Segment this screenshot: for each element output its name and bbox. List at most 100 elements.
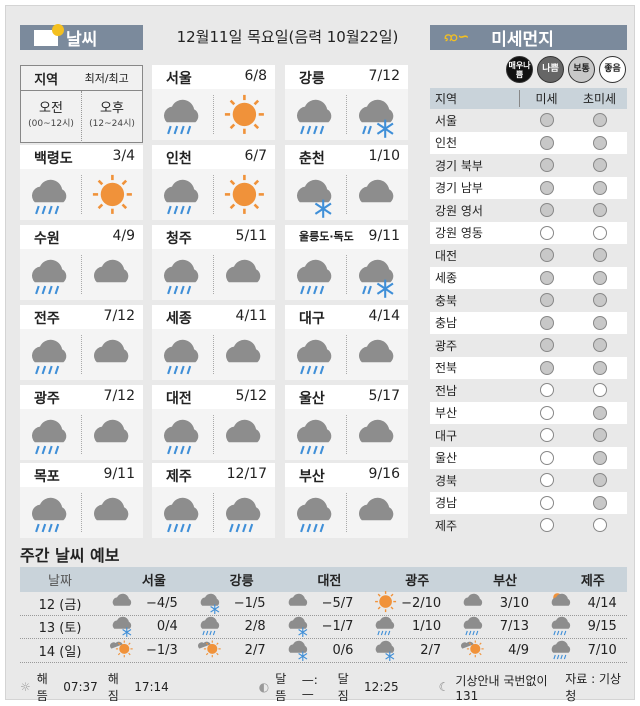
weekly-row: 13 (토) 0/4 2/8 −1/7 1/10 7/13 9/15 [20,616,627,639]
city-card: 대구 4/14 [285,305,408,380]
weekly-table: 날짜 서울 강릉 대전 광주 부산 제주 12 (금) −4/5 −1/5 −5/7 −2/10 3/… [20,567,627,663]
dust-title: 미세먼지 [491,30,554,50]
city-temp: 12/17 [226,466,267,482]
dust-pm25-cell [573,135,626,150]
dust-pm25-cell [573,113,626,128]
weekly-date: 14 (일) [38,644,82,660]
dust-pm25-indicator [592,450,607,465]
dust-table: 지역 미세 초미세 서울 인천 경기 북부 경기 남부 강원 영서 강원 영동 대전 세종 충북… [430,88,627,537]
dust-pm10-indicator [539,383,554,398]
sun-icon [214,169,275,220]
dust-pm25-indicator [592,135,607,150]
dust-legend: 매우나쁨 나쁨 보통 좋음 [506,56,626,83]
weekly-temp: 4/9 [508,642,529,658]
weekly-cell: 4/14 [539,589,627,618]
city-card-header: 수원 4/9 [20,225,143,249]
dust-row: 인천 [430,131,627,154]
weekly-cell: −2/10 [363,589,451,618]
snow-icon [110,612,135,641]
city-card: 목포 9/11 [20,463,143,538]
weekly-header: 날짜 서울 강릉 대전 광주 부산 제주 [20,567,627,592]
dust-row: 강원 영서 [430,199,627,222]
city-name: 제주 [166,469,192,485]
rain-icon [152,335,214,375]
city-card: 세종 4/11 [152,305,275,380]
weekly-temp: 1/10 [411,619,442,635]
rain-icon [285,255,347,295]
dust-region: 부산 [435,406,458,421]
dust-pm25-cell [573,383,626,398]
city-card: 울산 5/17 [285,385,408,460]
city-icons [152,249,275,300]
footer: ☼ 해뜸 07:37 해짐 17:14 ◐ 달뜸 —:— 달짐 12:25 ☾ … [20,670,627,704]
city-name: 목포 [34,469,60,485]
dust-row: 전북 [430,356,627,379]
city-name: 울릉도·독도 [299,230,354,243]
sleet-icon [347,249,408,300]
date-text: 12월11일 목요일(음력 10월22일) [176,28,399,46]
weekly-temp: 7/10 [587,642,617,658]
snow-icon [198,589,223,618]
city-temp: 9/16 [368,466,400,482]
city-icons [285,329,408,380]
city-temp: 5/12 [235,388,267,404]
dust-pm25-indicator [592,518,607,533]
city-icons [152,329,275,380]
dust-pm10-indicator [539,450,554,465]
city-icons [20,329,143,380]
dust-pm10-cell [520,338,573,353]
weekly-cell: 7/10 [539,636,627,665]
city-temp: 6/7 [244,148,267,164]
rain-icon [285,493,347,533]
sleet-icon [347,89,408,140]
dust-row: 서울 [430,109,627,132]
city-card-header: 강릉 7/12 [285,65,408,89]
city-card-header: 울산 5/17 [285,385,408,409]
rain-icon [285,95,347,135]
dust-pm10-indicator [539,518,554,533]
dust-row: 대전 [430,244,627,267]
city-card: 강릉 7/12 [285,65,408,140]
city-icons [152,89,275,140]
sun-icon [373,589,398,618]
dust-pm25-cell [573,225,626,240]
dust-pm25-indicator [592,225,607,240]
dust-pm25-indicator [592,473,607,488]
weekly-cell: −1/7 [276,612,364,641]
weekly-temp: −4/5 [145,595,178,611]
cloud-icon [214,249,275,300]
city-card-header: 대구 4/14 [285,305,408,329]
dust-pm10-cell [520,113,573,128]
dust-pm25-cell [573,248,626,263]
cloud-icon [82,409,143,460]
dust-row: 경기 북부 [430,154,627,177]
dust-pm10-indicator [539,270,554,285]
city-temp: 9/11 [103,466,135,482]
dust-region: 강원 영동 [435,226,483,241]
weekly-cell: 0/6 [276,636,364,665]
weekly-cell: −4/5 [100,589,188,618]
sun-icon [214,89,275,140]
city-icons [20,169,143,220]
dust-pm25-indicator [592,113,607,128]
city-card-header: 대전 5/12 [152,385,275,409]
dust-row: 경남 [430,491,627,514]
city-card-header: 부산 9/16 [285,463,408,487]
legend-region: 지역 [34,72,59,88]
city-card-header: 청주 5/11 [152,225,275,249]
dust-pm10-cell [520,180,573,195]
city-card-header: 전주 7/12 [20,305,143,329]
city-card: 대전 5/12 [152,385,275,460]
crescent-icon: ☾ [438,680,450,694]
city-icons [20,487,143,538]
dust-pm10-cell [520,428,573,443]
dust-region: 전남 [435,383,458,398]
cloud-icon [110,589,135,618]
dust-region: 세종 [435,271,458,286]
city-name: 세종 [166,311,192,327]
city-name: 서울 [166,71,192,87]
city-name: 수원 [34,231,60,247]
city-name: 대구 [299,311,325,327]
city-name: 강릉 [299,71,325,87]
dust-pm25-indicator [592,270,607,285]
